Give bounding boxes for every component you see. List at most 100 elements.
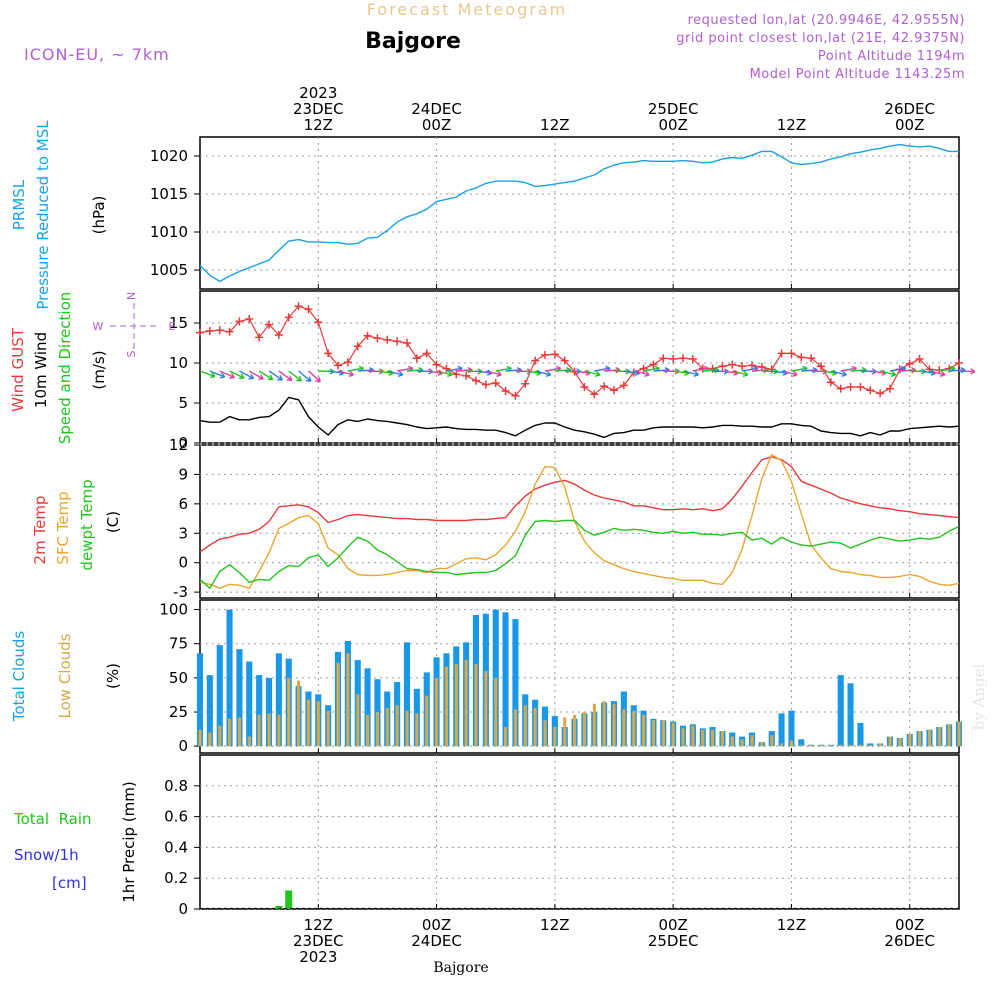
gust-marker	[521, 379, 530, 388]
panel-frames	[199, 136, 960, 910]
total-cloud-bar	[236, 649, 243, 747]
wind-arrow-head	[496, 370, 502, 378]
low-cloud-bar	[750, 735, 754, 747]
low-cloud-bar	[543, 720, 547, 747]
time-label: 12Z	[540, 116, 569, 134]
wind-direction-arrow	[751, 369, 769, 372]
low-cloud-bar	[415, 713, 419, 747]
wind-arrow-head	[545, 370, 552, 378]
low-cloud-bar	[346, 653, 350, 747]
low-cloud-bar	[533, 707, 537, 747]
wind-direction-arrow	[268, 370, 283, 381]
time-label: 00Z	[422, 116, 451, 134]
low-cloud-bar	[927, 729, 931, 747]
low-cloud-bar	[267, 713, 271, 747]
gust-marker	[777, 349, 786, 358]
wind-arrow-head	[939, 370, 946, 378]
low-cloud-bar	[612, 703, 616, 747]
low-cloud-bar	[770, 735, 774, 747]
gust-marker	[886, 384, 894, 393]
location-title: Bajgore	[365, 29, 461, 54]
gust-marker	[915, 355, 924, 363]
gust-marker	[826, 378, 835, 387]
wind-arrow-head	[258, 374, 264, 380]
wind-direction-arrow	[357, 369, 374, 372]
gust-marker	[787, 349, 796, 358]
low-cloud-bar	[287, 677, 291, 747]
wind-direction-arrow	[307, 370, 321, 383]
temp-unit: (C)	[104, 511, 122, 533]
low-cloud-bar	[711, 729, 715, 747]
wind-arrow-head	[693, 370, 700, 378]
low-cloud-bar	[257, 714, 261, 747]
low-cloud-bar	[957, 721, 961, 747]
gust-marker	[284, 313, 293, 322]
time-label: 26DEC	[884, 932, 935, 950]
pressure-unit: (hPa)	[90, 196, 108, 235]
pressure-ytick-label: 1005	[150, 261, 188, 279]
low-cloud-bar	[720, 731, 724, 747]
gust-marker	[531, 356, 540, 365]
clouds-panel-frame	[199, 599, 960, 754]
total-cloud-bar	[837, 675, 844, 747]
low-cloud-bar	[553, 727, 557, 747]
requested-coords: requested lon,lat (20.9946E, 42.9555N)	[688, 13, 965, 28]
gust-marker	[679, 354, 687, 363]
low-cloud-bar	[780, 743, 784, 747]
wind-direction-arrow	[692, 367, 709, 372]
low-cloud-bar	[504, 727, 508, 747]
precip-ytick-label: 0.8	[164, 777, 188, 795]
temp-ytick-label: -3	[173, 583, 188, 601]
temp-ytick-label: 6	[178, 495, 188, 513]
wind-direction-arrow	[781, 370, 798, 376]
low-cloud-bar	[651, 720, 655, 747]
gust-marker	[659, 354, 668, 363]
total-clouds-label: Total Clouds	[10, 631, 28, 723]
wind-direction-arrow	[278, 370, 293, 381]
model-altitude: Model Point Altitude 1143.25m	[750, 67, 965, 82]
gust-marker	[403, 339, 411, 347]
low-cloud-bar	[642, 714, 646, 747]
gust-marker	[856, 383, 865, 391]
wind-direction-arrow	[574, 370, 591, 374]
gust-marker	[649, 360, 658, 369]
wind-direction-arrow	[673, 370, 690, 374]
wind-ytick-label: 15	[169, 314, 188, 332]
wind-arrow-head	[267, 374, 274, 381]
time-label: 12Z	[540, 916, 569, 934]
total-cloud-bar	[216, 645, 223, 747]
clouds-unit: (%)	[104, 663, 122, 689]
gust-marker	[501, 387, 510, 395]
footer-location: Bajgore	[433, 960, 488, 976]
wind-direction-arrow	[544, 367, 561, 372]
low-cloud-bar	[799, 744, 803, 747]
low-clouds-label: Low Clouds	[56, 633, 74, 718]
gust-marker	[383, 335, 392, 344]
precip-panel-frame	[199, 754, 960, 910]
temp-panel-frame	[199, 444, 960, 599]
wind-panel-frame	[199, 290, 960, 444]
gust-marker	[265, 320, 273, 329]
wind-direction-arrow	[850, 369, 867, 372]
wind-ytick-label: 5	[178, 394, 188, 412]
wind-arrow-head	[742, 370, 749, 378]
precip-ytick-label: 0.6	[164, 808, 188, 826]
low-cloud-bar	[425, 695, 429, 747]
pressure-label: Pressure Reduced to MSL	[34, 120, 52, 310]
temp-2m-label: 2m Temp	[31, 496, 49, 565]
low-cloud-bar	[523, 705, 527, 747]
gust-marker	[550, 350, 559, 359]
clouds-ytick-label: 25	[169, 703, 188, 721]
gust-marker	[353, 342, 362, 351]
wind-direction-arrow	[584, 370, 601, 376]
low-cloud-bar	[681, 728, 685, 747]
low-cloud-bar	[858, 744, 862, 747]
pressure-ytick-label: 1015	[150, 185, 188, 203]
low-cloud-bar	[878, 743, 882, 747]
total-cloud-bar	[226, 609, 233, 747]
wind-direction-arrow	[722, 370, 739, 374]
low-cloud-bar	[918, 731, 922, 747]
temp-sfc-line	[199, 454, 960, 589]
low-cloud-bar	[661, 720, 665, 747]
